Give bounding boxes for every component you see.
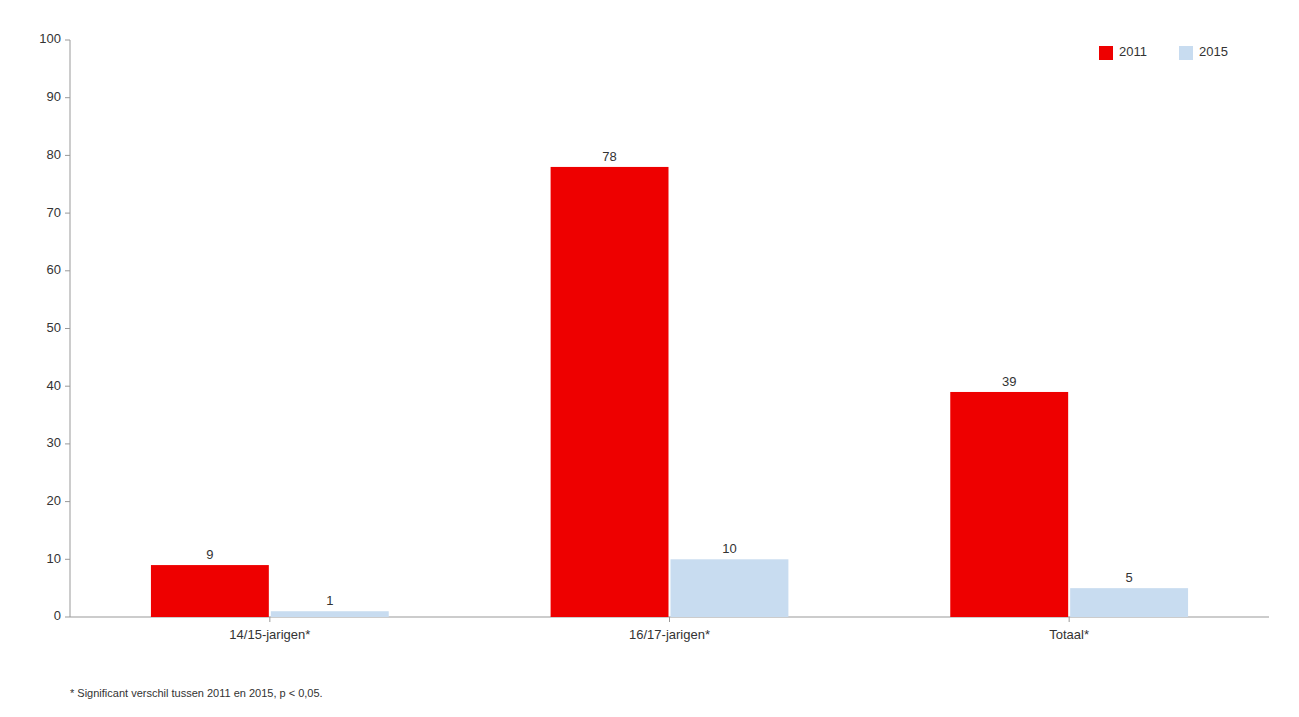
y-tick-label: 50 [47,320,61,335]
y-axis: 0 10 20 30 40 50 60 70 80 90 100 [39,31,70,623]
y-tick [65,213,70,214]
bar [1070,588,1188,617]
legend-swatch [1099,46,1113,60]
x-tick-label: 14/15-jarigen* [229,627,310,642]
y-tick [65,617,70,618]
data-label: 5 [1125,570,1132,585]
x-tick-label: Totaal* [1049,627,1089,642]
legend-swatch [1179,46,1193,60]
y-tick [65,270,70,271]
y-tick [65,97,70,98]
y-tick-label: 40 [47,378,61,393]
x-tick [269,617,270,622]
y-tick-label: 30 [47,435,61,450]
legend-label: 2015 [1199,44,1228,59]
y-tick [65,501,70,502]
y-tick-label: 70 [47,205,61,220]
annotations: * Significant verschil tussen 2011 en 20… [70,687,323,699]
y-tick-label: 100 [39,31,61,46]
y-tick-label: 80 [47,147,61,162]
x-axis: 14/15-jarigen* 16/17-jarigen* Totaal* [70,617,1269,642]
data-label: 10 [722,541,736,556]
legend: 2011 2015 [1099,44,1228,60]
y-tick-label: 60 [47,262,61,277]
legend-label: 2011 [1119,44,1147,59]
x-tick [1069,617,1070,622]
data-label: 39 [1002,374,1016,389]
bar [271,611,389,617]
data-label: 1 [326,593,333,608]
x-tick [669,617,670,622]
y-tick [65,559,70,560]
bars [151,167,1188,617]
data-labels: 9 78 39 1 10 5 [206,149,1132,608]
y-tick [65,40,70,41]
bar [551,167,669,617]
y-tick-label: 0 [54,608,61,623]
footnote: * Significant verschil tussen 2011 en 20… [70,687,323,699]
y-tick-label: 90 [47,89,61,104]
bar [151,565,269,617]
x-tick-label: 16/17-jarigen* [629,627,710,642]
data-label: 78 [602,149,616,164]
y-tick [65,386,70,387]
y-tick [65,443,70,444]
y-tick-label: 10 [47,551,61,566]
y-tick-label: 20 [47,493,61,508]
bar [671,559,789,617]
y-tick [65,328,70,329]
bar [950,392,1068,617]
chart-svg: 0 10 20 30 40 50 60 70 80 90 100 14/15-jarigen* 16/1… [0,0,1299,717]
y-tick [65,155,70,156]
data-label: 9 [206,547,213,562]
chart-container: 0 10 20 30 40 50 60 70 80 90 100 14/15-jarigen* 16/1… [0,0,1299,717]
